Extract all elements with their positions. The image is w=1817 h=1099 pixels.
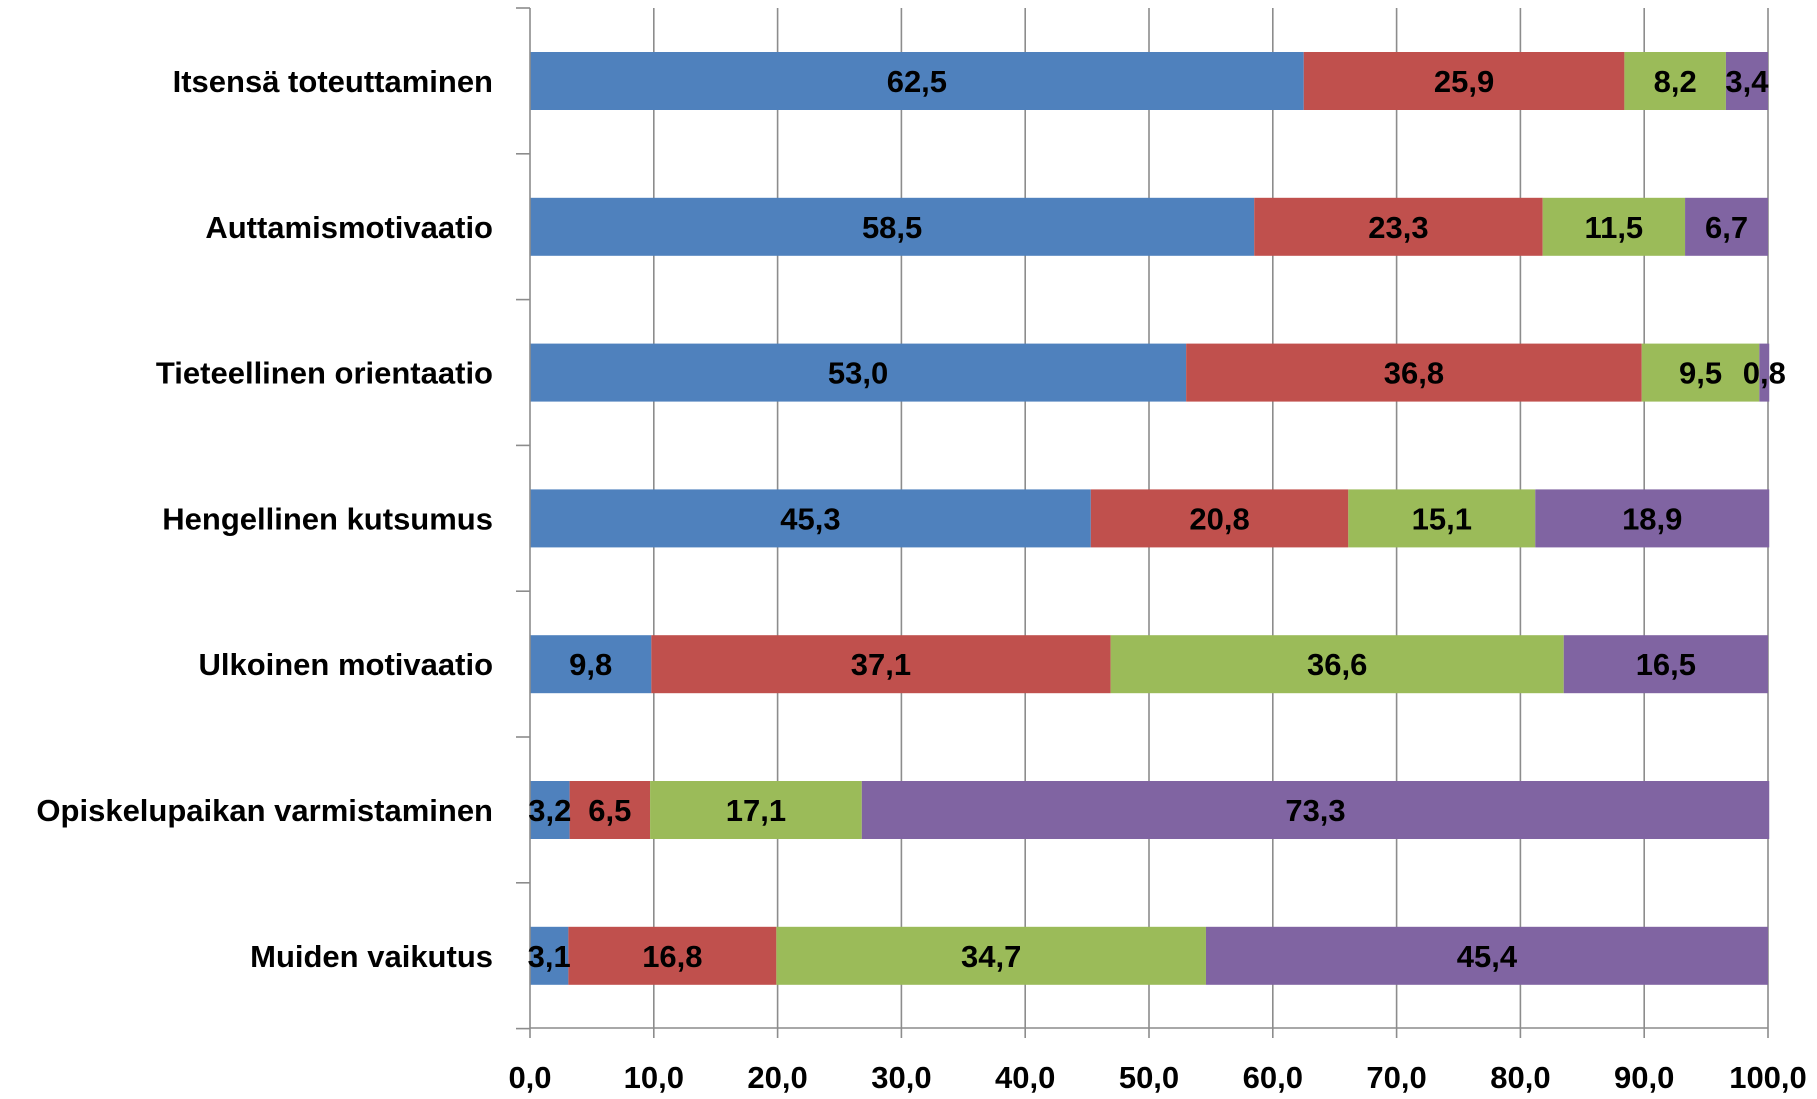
data-label: 9,5: [1679, 356, 1722, 391]
category-label: Opiskelupaikan varmistaminen: [36, 793, 493, 828]
data-label: 3,4: [1725, 64, 1769, 99]
bar-segment: [861, 781, 1770, 839]
x-tick-label: 90,0: [1614, 1060, 1674, 1095]
data-label: 53,0: [828, 356, 888, 391]
bar-segment: [1348, 489, 1536, 548]
x-tick-label: 10,0: [624, 1060, 684, 1095]
bar-segment: [1542, 197, 1686, 256]
category-label: Auttamismotivaatio: [205, 210, 493, 245]
bar-segment: [1254, 197, 1543, 256]
data-label: 11,5: [1585, 210, 1644, 245]
data-label: 73,3: [1285, 793, 1345, 828]
bar-segment: [530, 781, 570, 839]
bar-segment: [1205, 926, 1768, 985]
bar-segment: [1110, 635, 1564, 694]
data-label: 17,1: [726, 793, 786, 828]
data-label: 3,2: [528, 793, 571, 828]
bar-segment: [1090, 489, 1349, 548]
bar-segment: [1535, 489, 1770, 548]
bar-segment: [530, 343, 1187, 402]
bar-segment: [1303, 52, 1625, 110]
data-label: 62,5: [887, 64, 947, 99]
category-label: Hengellinen kutsumus: [162, 501, 493, 536]
bar-segment: [530, 635, 652, 694]
data-label: 58,5: [862, 210, 922, 245]
data-label: 45,3: [780, 501, 840, 536]
bar-segment: [1759, 343, 1770, 402]
category-label: Itsensä toteuttaminen: [173, 64, 493, 99]
data-label: 18,9: [1622, 501, 1682, 536]
x-tick-label: 100,0: [1729, 1060, 1807, 1095]
data-label: 36,6: [1307, 647, 1367, 682]
bar-segment: [530, 197, 1255, 256]
x-tick-label: 70,0: [1366, 1060, 1426, 1095]
data-label: 9,8: [569, 647, 612, 682]
x-tick-label: 40,0: [995, 1060, 1055, 1095]
bar-segment: [1624, 52, 1726, 110]
x-tick-label: 20,0: [747, 1060, 807, 1095]
data-label: 25,9: [1434, 64, 1494, 99]
bar-segment: [530, 926, 569, 985]
bar-segment: [1641, 343, 1760, 402]
x-tick-label: 50,0: [1119, 1060, 1179, 1095]
data-label: 45,4: [1457, 939, 1518, 974]
data-label: 15,1: [1412, 501, 1472, 536]
bar-segment: [568, 926, 777, 985]
bar-segment: [1685, 197, 1768, 256]
x-tick-label: 30,0: [871, 1060, 931, 1095]
bar-segment: [1725, 52, 1768, 110]
labels: 0,0 10,0 20,0 30,0 40,0 50,0 60,0 70,0 80,0 90,0 1…: [36, 64, 1806, 1095]
data-label: 34,7: [961, 939, 1021, 974]
bar-segment: [530, 489, 1091, 548]
category-label: Ulkoinen motivaatio: [198, 647, 493, 682]
data-label: 36,8: [1384, 356, 1444, 391]
data-label: 23,3: [1368, 210, 1428, 245]
bar-segment: [1186, 343, 1642, 402]
data-label: 0,8: [1743, 356, 1786, 391]
category-label: Tieteellinen orientaatio: [156, 356, 493, 391]
data-label: 16,8: [642, 939, 702, 974]
x-tick-label: 80,0: [1490, 1060, 1550, 1095]
axes: [516, 7, 1769, 1038]
data-label: 8,2: [1654, 64, 1697, 99]
data-label: 16,5: [1636, 647, 1696, 682]
bar-segment: [569, 781, 651, 839]
bars: [530, 52, 1770, 985]
x-tick-label: 0,0: [508, 1060, 551, 1095]
bar-segment: [530, 52, 1304, 110]
data-label: 6,7: [1705, 210, 1748, 245]
data-label: 20,8: [1189, 501, 1249, 536]
bar-segment: [776, 926, 1206, 985]
data-label: 6,5: [588, 793, 631, 828]
x-tick-label: 60,0: [1243, 1060, 1303, 1095]
category-label: Muiden vaikutus: [250, 939, 493, 974]
data-label: 3,1: [528, 939, 571, 974]
bar-segment: [650, 781, 862, 839]
bar-segment: [651, 635, 1111, 694]
data-label: 37,1: [851, 647, 911, 682]
bar-segment: [1563, 635, 1768, 694]
